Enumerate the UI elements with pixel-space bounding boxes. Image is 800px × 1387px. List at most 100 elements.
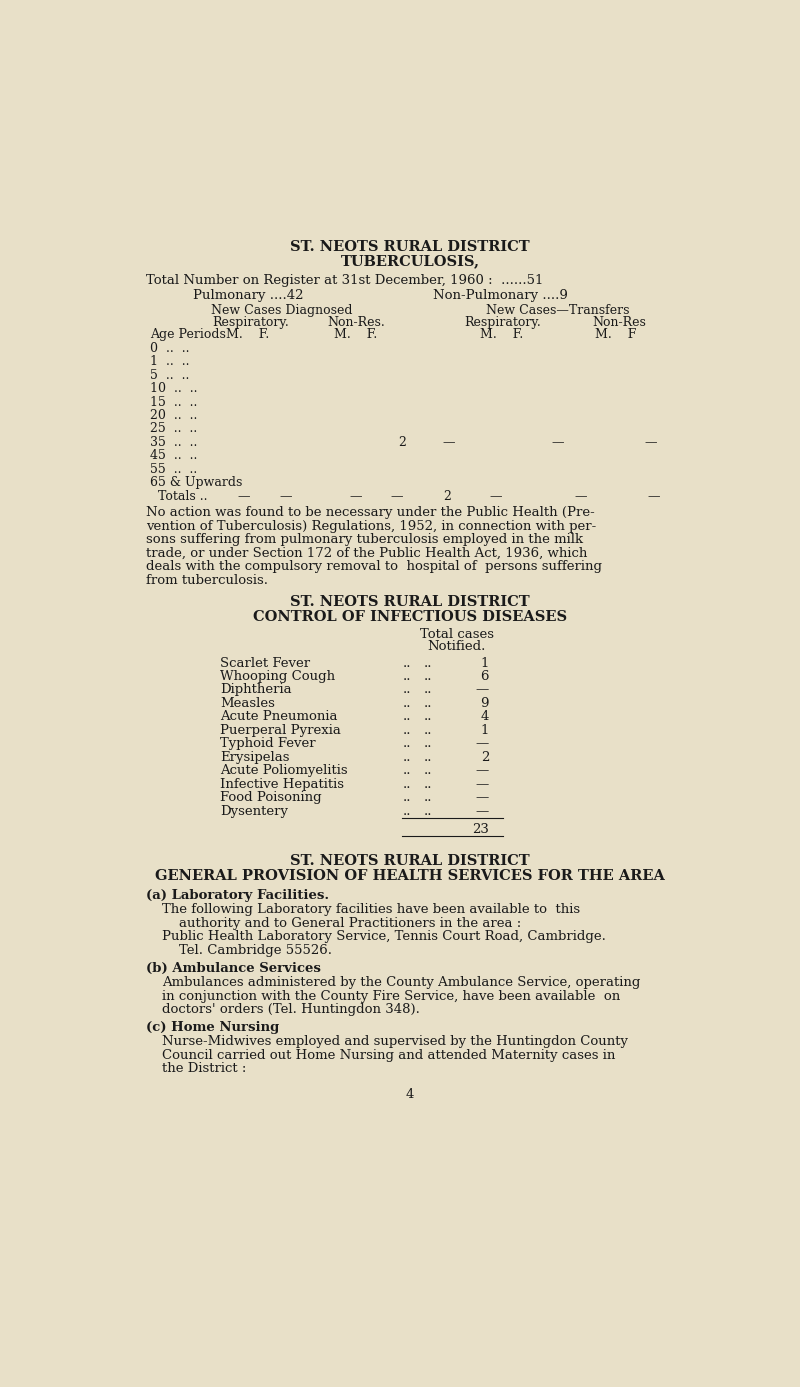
Text: ..: ..	[402, 804, 410, 818]
Text: Typhoid Fever: Typhoid Fever	[220, 738, 316, 750]
Text: —: —	[476, 738, 489, 750]
Text: Notified.: Notified.	[427, 639, 486, 653]
Text: ..: ..	[424, 698, 433, 710]
Text: the District :: the District :	[162, 1062, 246, 1075]
Text: —: —	[350, 490, 362, 503]
Text: Whooping Cough: Whooping Cough	[220, 670, 335, 682]
Text: 4: 4	[481, 710, 489, 724]
Text: Non-Res.: Non-Res.	[327, 316, 385, 329]
Text: ST. NEOTS RURAL DISTRICT: ST. NEOTS RURAL DISTRICT	[290, 240, 530, 254]
Text: ..: ..	[402, 684, 410, 696]
Text: 1: 1	[481, 724, 489, 736]
Text: 9: 9	[481, 698, 489, 710]
Text: —: —	[648, 490, 660, 503]
Text: Totals ..: Totals ..	[158, 490, 208, 503]
Text: —: —	[574, 490, 586, 503]
Text: from tuberculosis.: from tuberculosis.	[146, 574, 269, 587]
Text: ..: ..	[424, 724, 433, 736]
Text: ..: ..	[402, 764, 410, 777]
Text: Nurse-Midwives employed and supervised by the Huntingdon County: Nurse-Midwives employed and supervised b…	[162, 1035, 628, 1049]
Text: ..: ..	[424, 792, 433, 804]
Text: —: —	[442, 436, 455, 449]
Text: Non-Pulmonary ....9: Non-Pulmonary ....9	[434, 290, 568, 302]
Text: ..: ..	[424, 778, 433, 791]
Text: Scarlet Fever: Scarlet Fever	[220, 656, 310, 670]
Text: 10  ..  ..: 10 .. ..	[150, 381, 198, 395]
Text: Tel. Cambridge 55526.: Tel. Cambridge 55526.	[162, 943, 332, 957]
Text: Public Health Laboratory Service, Tennis Court Road, Cambridge.: Public Health Laboratory Service, Tennis…	[162, 931, 606, 943]
Text: in conjunction with the County Fire Service, have been available  on: in conjunction with the County Fire Serv…	[162, 989, 620, 1003]
Text: Respiratory.: Respiratory.	[213, 316, 290, 329]
Text: M.    F.: M. F.	[226, 329, 269, 341]
Text: —: —	[237, 490, 250, 503]
Text: Age Periods: Age Periods	[150, 329, 226, 341]
Text: Total cases: Total cases	[419, 628, 494, 641]
Text: 15  ..  ..: 15 .. ..	[150, 395, 198, 409]
Text: ..: ..	[424, 710, 433, 724]
Text: 65 & Upwards: 65 & Upwards	[150, 476, 242, 490]
Text: ST. NEOTS RURAL DISTRICT: ST. NEOTS RURAL DISTRICT	[290, 854, 530, 868]
Text: New Cases Diagnosed: New Cases Diagnosed	[211, 304, 353, 318]
Text: M.    F: M. F	[594, 329, 636, 341]
Text: ..: ..	[402, 656, 410, 670]
Text: ..: ..	[424, 750, 433, 764]
Text: New Cases—Transfers: New Cases—Transfers	[486, 304, 629, 318]
Text: sons suffering from pulmonary tuberculosis employed in the milk: sons suffering from pulmonary tuberculos…	[146, 534, 584, 546]
Text: 2: 2	[398, 436, 406, 449]
Text: 5  ..  ..: 5 .. ..	[150, 369, 190, 381]
Text: CONTROL OF INFECTIOUS DISEASES: CONTROL OF INFECTIOUS DISEASES	[253, 610, 567, 624]
Text: TUBERCULOSIS,: TUBERCULOSIS,	[341, 255, 479, 269]
Text: (c) Home Nursing: (c) Home Nursing	[146, 1021, 280, 1035]
Text: Erysipelas: Erysipelas	[220, 750, 290, 764]
Text: ..: ..	[402, 724, 410, 736]
Text: ..: ..	[424, 804, 433, 818]
Text: 1  ..  ..: 1 .. ..	[150, 355, 190, 368]
Text: —: —	[644, 436, 657, 449]
Text: ..: ..	[402, 750, 410, 764]
Text: —: —	[476, 684, 489, 696]
Text: 35  ..  ..: 35 .. ..	[150, 436, 198, 449]
Text: Food Poisoning: Food Poisoning	[220, 792, 322, 804]
Text: Measles: Measles	[220, 698, 275, 710]
Text: 0  ..  ..: 0 .. ..	[150, 341, 190, 355]
Text: Council carried out Home Nursing and attended Maternity cases in: Council carried out Home Nursing and att…	[162, 1049, 615, 1062]
Text: (b) Ambulance Services: (b) Ambulance Services	[146, 961, 322, 975]
Text: —: —	[476, 764, 489, 777]
Text: ..: ..	[402, 792, 410, 804]
Text: Dysentery: Dysentery	[220, 804, 288, 818]
Text: Non-Res: Non-Res	[592, 316, 646, 329]
Text: Respiratory.: Respiratory.	[465, 316, 542, 329]
Text: ..: ..	[402, 738, 410, 750]
Text: ..: ..	[424, 656, 433, 670]
Text: ..: ..	[402, 778, 410, 791]
Text: —: —	[476, 804, 489, 818]
Text: Acute Pneumonia: Acute Pneumonia	[220, 710, 338, 724]
Text: 2: 2	[481, 750, 489, 764]
Text: ..: ..	[424, 670, 433, 682]
Text: (a) Laboratory Facilities.: (a) Laboratory Facilities.	[146, 889, 330, 902]
Text: The following Laboratory facilities have been available to  this: The following Laboratory facilities have…	[162, 903, 580, 917]
Text: Infective Hepatitis: Infective Hepatitis	[220, 778, 344, 791]
Text: 23: 23	[472, 822, 489, 836]
Text: ..: ..	[402, 710, 410, 724]
Text: M.    F.: M. F.	[334, 329, 378, 341]
Text: ..: ..	[424, 738, 433, 750]
Text: —: —	[390, 490, 403, 503]
Text: GENERAL PROVISION OF HEALTH SERVICES FOR THE AREA: GENERAL PROVISION OF HEALTH SERVICES FOR…	[155, 870, 665, 884]
Text: 4: 4	[406, 1089, 414, 1101]
Text: M.    F.: M. F.	[480, 329, 523, 341]
Text: —: —	[476, 778, 489, 791]
Text: 6: 6	[481, 670, 489, 682]
Text: ..: ..	[424, 684, 433, 696]
Text: vention of Tuberculosis) Regulations, 1952, in connection with per-: vention of Tuberculosis) Regulations, 19…	[146, 520, 597, 533]
Text: ..: ..	[424, 764, 433, 777]
Text: doctors' orders (Tel. Huntingdon 348).: doctors' orders (Tel. Huntingdon 348).	[162, 1003, 420, 1017]
Text: 1: 1	[481, 656, 489, 670]
Text: 20  ..  ..: 20 .. ..	[150, 409, 198, 422]
Text: ST. NEOTS RURAL DISTRICT: ST. NEOTS RURAL DISTRICT	[290, 595, 530, 609]
Text: Acute Poliomyelitis: Acute Poliomyelitis	[220, 764, 348, 777]
Text: Puerperal Pyrexia: Puerperal Pyrexia	[220, 724, 341, 736]
Text: —: —	[489, 490, 502, 503]
Text: Diphtheria: Diphtheria	[220, 684, 292, 696]
Text: No action was found to be necessary under the Public Health (Pre-: No action was found to be necessary unde…	[146, 506, 595, 519]
